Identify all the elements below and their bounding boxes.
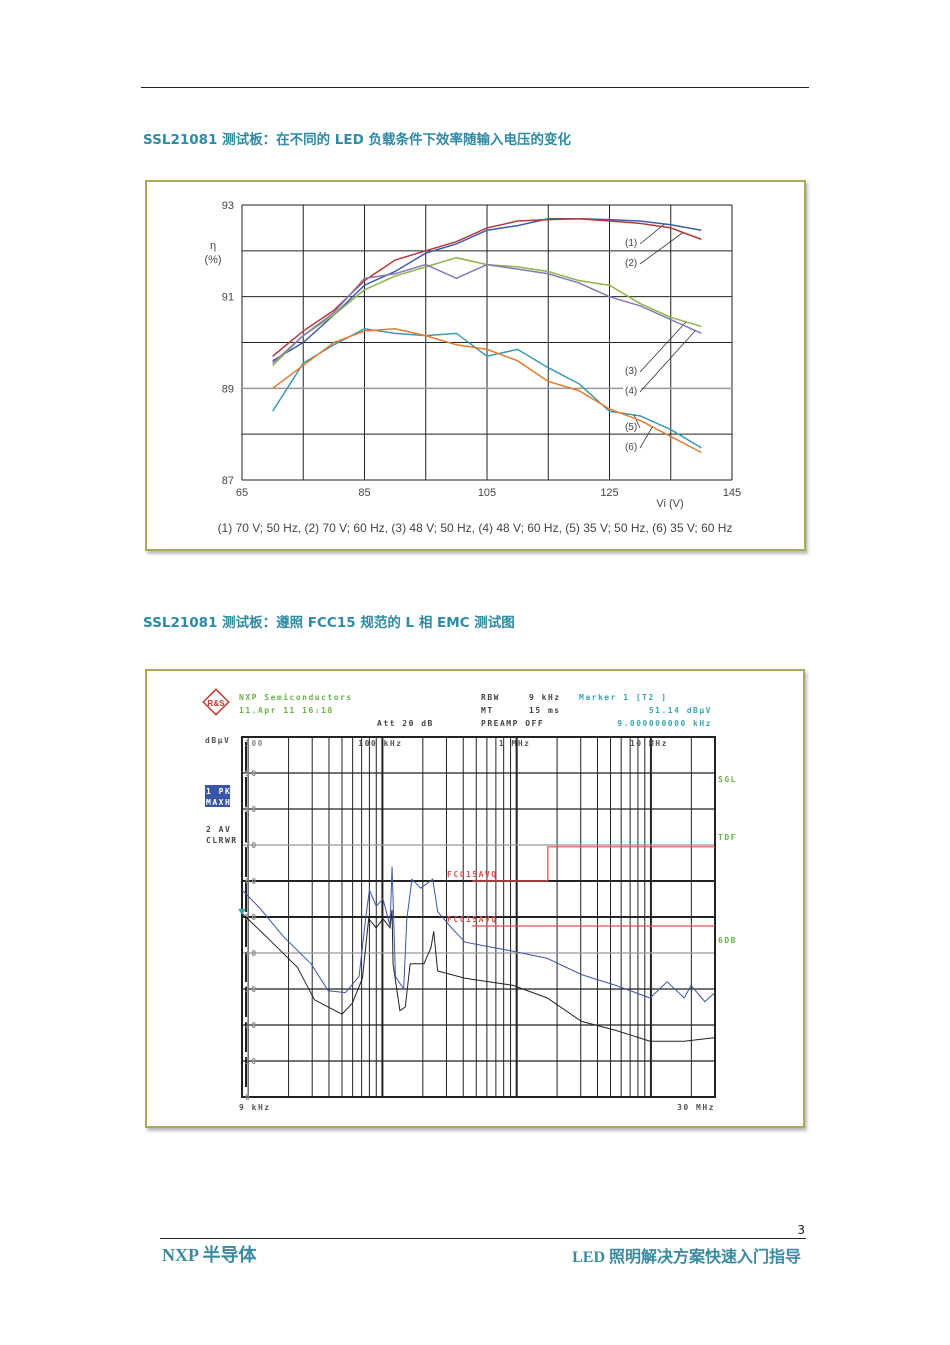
trace1-label-line1: 1 PK — [206, 787, 231, 796]
emc-chart-frame: 0 10 20 30 40 50 60 70 80 90 100 100 kHz 1 MHz 10 MHz… — [145, 669, 805, 1128]
header-date: 11.Apr 11 16:18 — [239, 706, 334, 715]
series-leader-line — [639, 426, 653, 449]
x-tick-label: 100 kHz — [358, 739, 402, 748]
x-tick-label: 65 — [236, 487, 248, 499]
series-label: (6) — [625, 442, 637, 453]
series-leader-line — [639, 232, 684, 265]
series-label: (4) — [625, 386, 637, 397]
series-label-bg — [623, 421, 641, 433]
y-tick-label: 50 — [245, 913, 258, 922]
y-tick-label: 90 — [245, 769, 258, 778]
limit-line-label: FCC15AVQ — [447, 915, 498, 924]
header-rule — [141, 87, 809, 88]
series-label: (2) — [625, 258, 637, 269]
side-label-6db: 6DB — [718, 936, 737, 945]
y-tick-label: 93 — [222, 200, 234, 212]
header-mt-label: MT — [481, 706, 494, 715]
y-tick-label: 70 — [245, 841, 258, 850]
side-label-sgl: SGL — [718, 775, 737, 784]
y-tick-label: 89 — [222, 383, 234, 395]
trace2-label-line2: CLRWR — [206, 836, 238, 845]
footer-right: LED 照明解决方案快速入门指导 — [572, 1249, 801, 1266]
header-rbw-label: RBW — [481, 693, 500, 702]
header-att: Att 20 dB — [377, 719, 434, 728]
trace1-label-bg — [205, 785, 230, 807]
side-label-tdf: TDF — [718, 833, 737, 842]
x-tick-label: 10 MHz — [630, 739, 668, 748]
series-label: (5) — [625, 422, 637, 433]
limit-line-label: FCC15AVQ — [447, 870, 498, 879]
section2-title: SSL21081 测试板：遵照 FCC15 规范的 L 相 EMC 测试图 — [143, 615, 515, 631]
rohde-schwarz-logo-icon — [202, 688, 230, 716]
marker-triangle-icon — [238, 908, 246, 915]
header-marker: Marker 1 [T2 ] — [579, 693, 667, 702]
header-rbw-value: 9 kHz — [529, 693, 561, 702]
y-tick-label: 20 — [245, 1021, 258, 1030]
x-end-label: 30 MHz — [677, 1103, 715, 1112]
y-tick-label: 91 — [222, 292, 234, 304]
series-leader-line — [639, 321, 687, 373]
footer-rule — [160, 1238, 806, 1239]
efficiency-chart-frame: 87 89 91 93 65 85 105 125 145 η (%) Vi (V) (1) 70 V;… — [145, 180, 806, 551]
y-tick-label: 30 — [245, 985, 258, 994]
x-axis-label: Vi (V) — [656, 498, 683, 510]
series-label-bg — [623, 237, 641, 249]
y-axis-unit: dBµV — [205, 736, 230, 745]
y-tick-label: 87 — [222, 475, 234, 487]
y-tick-label: 80 — [245, 805, 258, 814]
efficiency-chart: 87 89 91 93 65 85 105 125 145 η (%) Vi (V) (1) 70 V;… — [204, 200, 741, 535]
y-axis-label-symbol: η — [210, 240, 216, 252]
header-marker-level: 51.14 dBµV — [649, 706, 712, 715]
header-company: NXP Semiconductors — [239, 692, 353, 702]
series-label-bg — [623, 365, 641, 377]
x-tick-label: 1 MHz — [499, 739, 531, 748]
y-tick-label: 10 — [245, 1057, 258, 1066]
series-leader-line — [633, 414, 641, 429]
y-axis-label-unit: (%) — [204, 254, 221, 266]
page-number: 3 — [797, 1223, 805, 1237]
emc-chart: 0 10 20 30 40 50 60 70 80 90 100 100 kHz 1 MHz 10 MHz… — [202, 688, 737, 1112]
trace-2 — [241, 909, 716, 1042]
footer-left: NXP 半导体 — [162, 1245, 257, 1265]
series-label: (3) — [625, 366, 637, 377]
trace-1 — [241, 866, 716, 1003]
trace1-label-line2: MAXH — [206, 798, 231, 807]
series-leader-line — [639, 223, 665, 245]
x-tick-label: 85 — [358, 487, 370, 499]
series-leader-line — [639, 330, 696, 393]
y-tick-label: 60 — [245, 877, 258, 886]
series-label: (1) — [625, 238, 637, 249]
x-tick-label: 145 — [723, 487, 741, 499]
section1-title: SSL21081 测试板：在不同的 LED 负载条件下效率随输入电压的变化 — [143, 132, 572, 148]
series-label-bg — [623, 441, 641, 453]
x-tick-label: 125 — [600, 487, 618, 499]
y-tick-label: 40 — [245, 949, 258, 958]
header-marker-freq: 9.000000000 kHz — [617, 719, 712, 728]
limit-line — [472, 846, 715, 882]
chart-caption: (1) 70 V; 50 Hz, (2) 70 V; 60 Hz, (3) 48… — [218, 521, 733, 535]
trace2-label-line1: 2 AV — [206, 825, 231, 834]
x-start-label: 9 kHz — [239, 1103, 271, 1112]
header-preamp: PREAMP OFF — [481, 719, 544, 728]
plot-border — [241, 736, 716, 1098]
header-mt-value: 15 ms — [529, 706, 561, 715]
series-label-bg — [623, 257, 641, 269]
rohde-schwarz-logo-text: R&S — [208, 699, 226, 708]
y-tick-label: 0 — [245, 1093, 251, 1102]
x-tick-label: 105 — [478, 487, 496, 499]
y-tick-label: 100 — [245, 739, 264, 748]
series-label-bg — [623, 385, 641, 397]
